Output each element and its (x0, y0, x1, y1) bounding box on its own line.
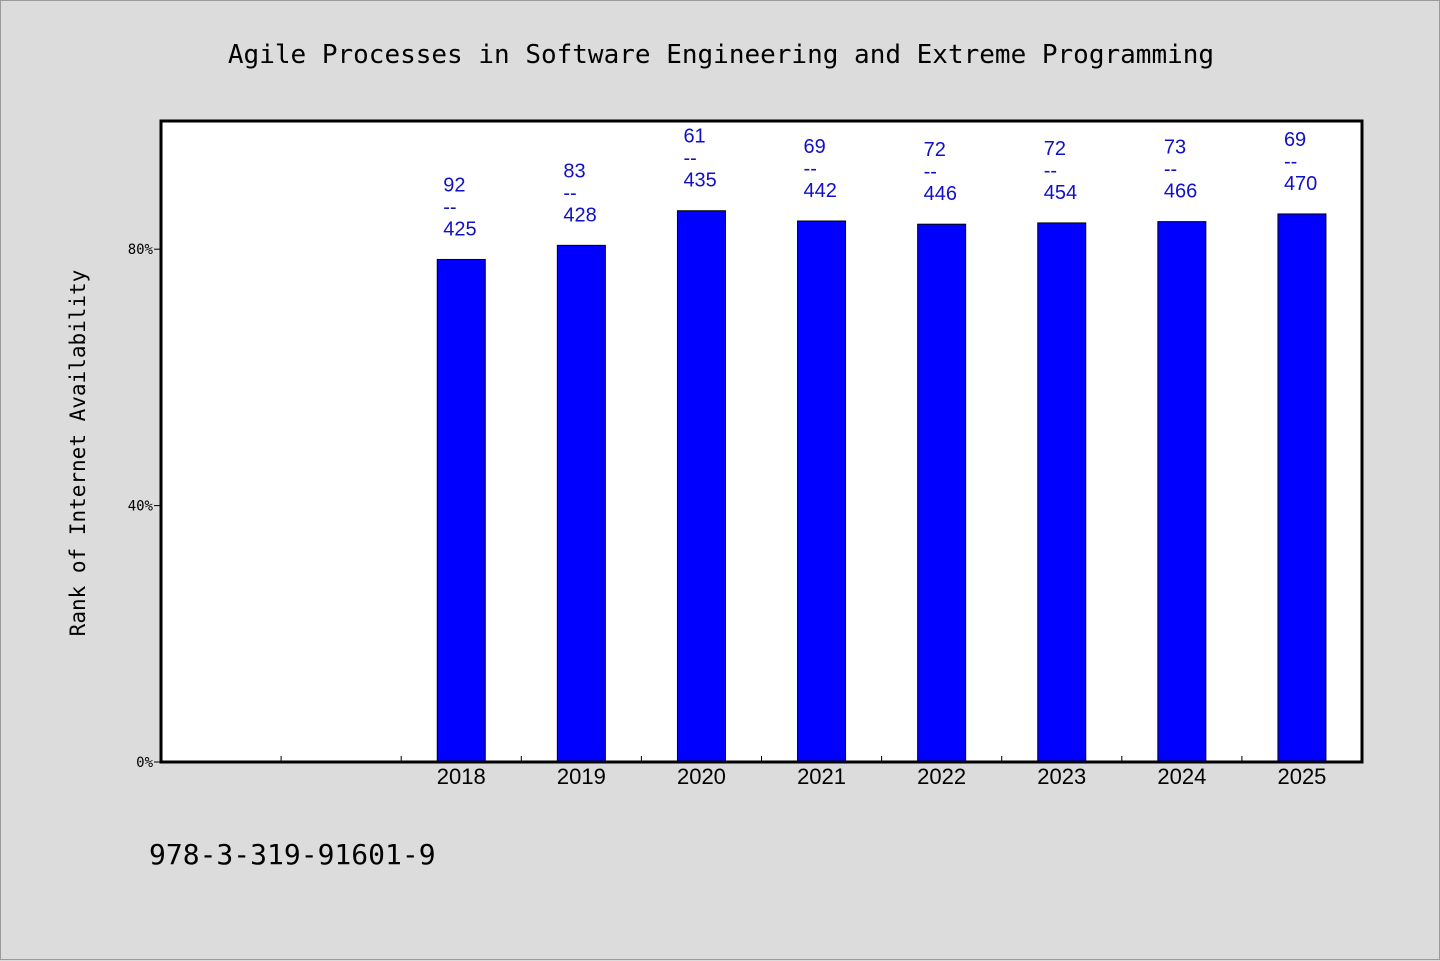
data-label-top: 72 (924, 139, 946, 161)
data-label-separator: -- (1164, 159, 1177, 181)
y-axis-label: Rank of Internet Availability (66, 270, 90, 637)
x-tick-label: 2021 (797, 764, 846, 789)
bar (556, 244, 606, 763)
data-label-top: 69 (1284, 129, 1306, 151)
chart-title: Agile Processes in Software Engineering … (228, 40, 1214, 70)
data-label-bottom: 425 (443, 218, 476, 240)
data-label-top: 72 (1044, 138, 1066, 160)
data-label-top: 61 (683, 126, 705, 148)
y-tick-label: 80% (128, 242, 154, 258)
data-label-bottom: 470 (1284, 173, 1317, 195)
data-label-separator: -- (1044, 160, 1057, 182)
x-tick-label: 2025 (1277, 764, 1326, 789)
isbn-footnote: 978-3-319-91601-9 (149, 838, 436, 871)
bar (917, 223, 967, 763)
data-label-bottom: 442 (804, 180, 837, 202)
data-label-bottom: 428 (563, 204, 596, 226)
data-label-bottom: 466 (1164, 181, 1197, 203)
bar (436, 258, 486, 763)
x-tick-label: 2022 (917, 764, 966, 789)
x-tick-label: 2018 (437, 764, 486, 789)
data-label-bottom: 435 (683, 170, 716, 192)
data-label-top: 83 (563, 160, 585, 182)
data-label-separator: -- (683, 148, 696, 170)
x-tick-label: 2019 (557, 764, 606, 789)
y-tick-label: 40% (128, 499, 154, 515)
data-label-separator: -- (563, 182, 576, 204)
x-tick-label: 2020 (677, 764, 726, 789)
bar (1037, 222, 1087, 763)
bar (676, 210, 726, 763)
plot-border (159, 119, 1364, 764)
data-label-top: 73 (1164, 137, 1186, 159)
data-label-separator: -- (1284, 151, 1297, 173)
data-label-separator: -- (804, 158, 817, 180)
x-tick-label: 2024 (1157, 764, 1206, 789)
data-label-top: 92 (443, 174, 465, 196)
data-label-bottom: 446 (924, 183, 957, 205)
y-tick-label: 0% (136, 755, 153, 771)
x-tick-label: 2023 (1037, 764, 1086, 789)
data-label-separator: -- (443, 196, 456, 218)
bar (797, 220, 847, 763)
data-label-separator: -- (924, 161, 937, 183)
data-label-top: 69 (804, 136, 826, 158)
bar (1157, 221, 1207, 763)
bar (1277, 213, 1327, 763)
data-label-bottom: 454 (1044, 182, 1077, 204)
